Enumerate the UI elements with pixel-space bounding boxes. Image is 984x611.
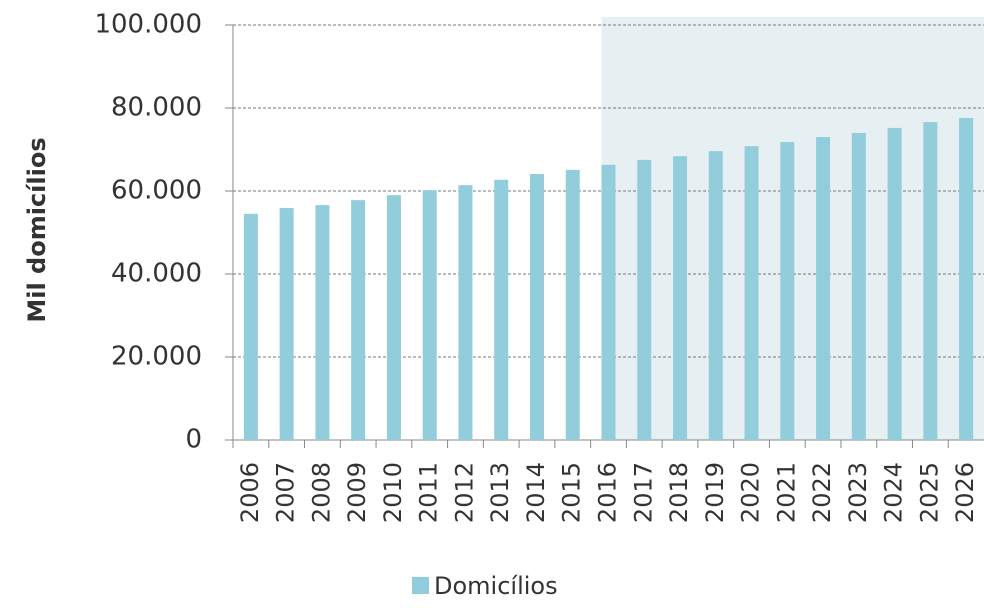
x-tick-label: 2014 [522, 462, 550, 523]
legend-swatch [412, 577, 429, 594]
x-tick-label: 2016 [594, 462, 622, 523]
bar [494, 179, 509, 441]
bar [708, 151, 723, 440]
x-tick-label: 2013 [486, 462, 514, 523]
y-tick-label: 100.000 [94, 10, 202, 40]
bar [959, 117, 974, 441]
y-tick-label: 0 [185, 425, 202, 455]
x-tick-label: 2026 [951, 462, 979, 523]
bar [601, 164, 616, 441]
x-tick-label: 2015 [558, 462, 586, 523]
y-tick-label: 40.000 [111, 259, 202, 289]
bar [887, 127, 902, 441]
x-tick-label: 2025 [915, 462, 943, 523]
bar [529, 173, 544, 441]
x-tick-label: 2021 [772, 462, 800, 523]
bar [851, 132, 866, 440]
bar [386, 195, 401, 440]
x-tick-label: 2006 [236, 462, 264, 523]
x-tick-label: 2020 [737, 462, 765, 523]
y-tick-label: 60.000 [111, 176, 202, 206]
bar [637, 159, 652, 440]
bar [458, 185, 473, 440]
y-tick-label: 20.000 [111, 342, 202, 372]
y-tick-label: 80.000 [111, 93, 202, 123]
x-tick-label: 2018 [665, 462, 693, 523]
x-tick-label: 2012 [450, 462, 478, 523]
x-tick-label: 2009 [343, 462, 371, 523]
bar [565, 169, 580, 440]
bar [422, 190, 437, 440]
bar [243, 213, 258, 440]
bar [673, 156, 688, 440]
x-tick-label: 2024 [880, 462, 908, 523]
x-tick-label: 2023 [844, 462, 872, 523]
bar [279, 208, 294, 440]
bar [780, 142, 795, 440]
x-tick-label: 2019 [701, 462, 729, 523]
bar [351, 200, 366, 440]
bar [315, 205, 330, 440]
x-tick-label: 2008 [307, 462, 335, 523]
bar [816, 137, 831, 441]
x-tick-label: 2007 [272, 462, 300, 523]
bar [744, 146, 759, 440]
y-axis-title: Mil domicílios [23, 137, 51, 322]
legend-label: Domicílios [434, 572, 558, 600]
x-tick-label: 2011 [415, 462, 443, 523]
bar [923, 122, 938, 441]
x-tick-label: 2017 [629, 462, 657, 523]
x-tick-label: 2010 [379, 462, 407, 523]
x-tick-label: 2022 [808, 462, 836, 523]
